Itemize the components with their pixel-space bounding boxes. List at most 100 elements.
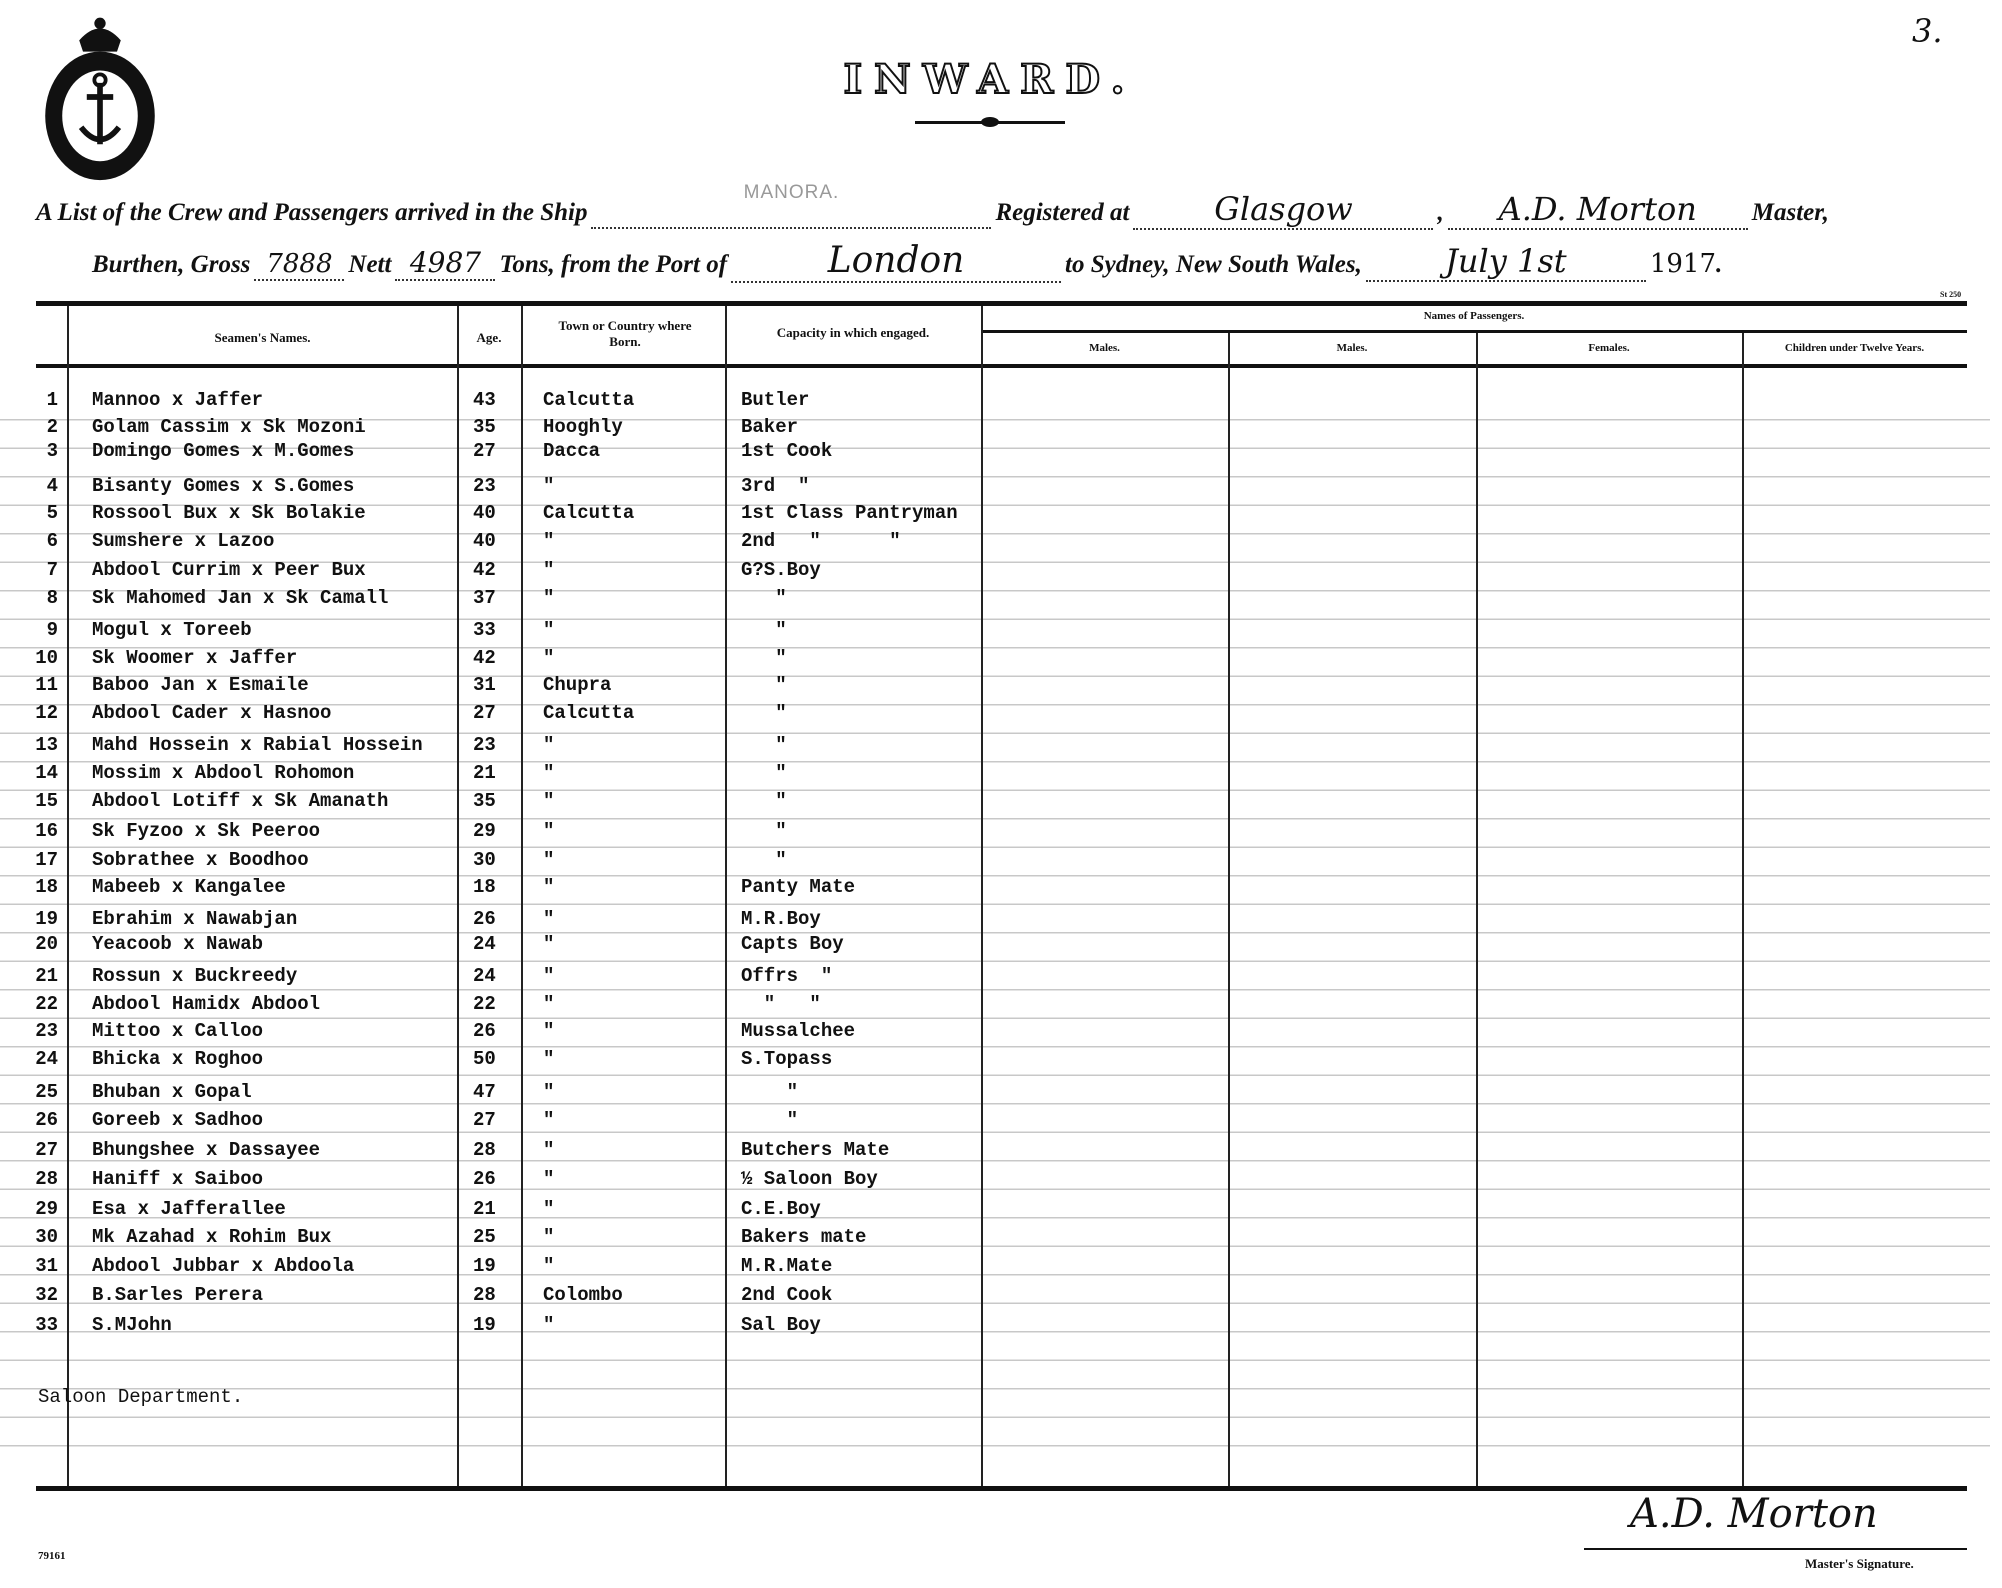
town-born: " (543, 849, 555, 871)
age: 22 (473, 993, 496, 1015)
town-born: " (543, 1168, 555, 1190)
seaman-name: Mossim x Abdool Rohomon (92, 762, 355, 784)
age: 23 (473, 734, 496, 756)
capacity: " (741, 790, 787, 812)
seaman-name: Abdool Hamidx Abdool (92, 993, 321, 1015)
capacity: 1st Cook (741, 440, 833, 462)
arrival-date-handwritten: July 1st (1445, 242, 1567, 280)
row-number: 32 (35, 1284, 58, 1306)
row-number: 15 (35, 790, 58, 812)
row-number: 18 (35, 876, 58, 898)
age: 40 (473, 530, 496, 552)
seaman-name: Sumshere x Lazoo (92, 530, 275, 552)
capacity: Panty Mate (741, 876, 856, 898)
ruled-lines (0, 392, 1990, 1472)
column-divider (1476, 333, 1478, 1486)
row-number: 24 (35, 1048, 58, 1070)
town-born: " (543, 1020, 555, 1042)
column-divider (981, 306, 983, 1486)
row-number: 20 (35, 933, 58, 955)
capacity: 3rd " (741, 475, 810, 497)
age: 26 (473, 1168, 496, 1190)
row-number: 28 (35, 1168, 58, 1190)
capacity: " (741, 762, 787, 784)
capacity: " " (741, 993, 821, 1015)
page-number: 3. (1912, 12, 1943, 50)
seaman-name: Mogul x Toreeb (92, 619, 252, 641)
capacity: 2nd " " (741, 530, 901, 552)
town-born: " (543, 933, 555, 955)
seaman-name: Rossun x Buckreedy (92, 965, 298, 987)
row-number: 1 (46, 389, 58, 411)
seaman-name: Bisanty Gomes x S.Gomes (92, 475, 355, 497)
row-number: 4 (46, 475, 58, 497)
capacity: " (741, 619, 787, 641)
town-born: " (543, 734, 555, 756)
town-born: " (543, 993, 555, 1015)
seaman-name: Sk Fyzoo x Sk Peeroo (92, 820, 321, 842)
town-born: " (543, 1226, 555, 1248)
town-born: " (543, 559, 555, 581)
column-divider (67, 306, 69, 1486)
town-born: " (543, 1081, 555, 1103)
town-born: " (543, 965, 555, 987)
registered-label: Registered at (995, 199, 1130, 226)
header-children: Children under Twelve Years. (1784, 342, 1925, 354)
column-divider (457, 306, 459, 1486)
age: 19 (473, 1314, 496, 1336)
row-number: 10 (35, 647, 58, 669)
seaman-name: Rossool Bux x Sk Bolakie (92, 502, 366, 524)
form-code: St 250 (1940, 290, 1962, 299)
town-born: " (543, 1314, 555, 1336)
seaman-name: Abdool Jubbar x Abdoola (92, 1255, 355, 1277)
capacity: Bakers mate (741, 1226, 867, 1248)
capacity: Baker (741, 416, 799, 438)
town-born: Calcutta (543, 389, 635, 411)
row-number: 21 (35, 965, 58, 987)
town-born: " (543, 1109, 555, 1131)
signature-line (1584, 1548, 1967, 1550)
arrival-year: 1917 (1649, 249, 1716, 279)
age: 47 (473, 1081, 496, 1103)
age: 50 (473, 1048, 496, 1070)
seaman-name: Bhungshee x Dassayee (92, 1139, 321, 1161)
town-born: " (543, 820, 555, 842)
row-number: 9 (46, 619, 58, 641)
row-number: 30 (35, 1226, 58, 1248)
capacity: " (741, 1109, 799, 1131)
capacity: Mussalchee (741, 1020, 856, 1042)
seaman-name: Abdool Currim x Peer Bux (92, 559, 366, 581)
town-born: " (543, 908, 555, 930)
age: 27 (473, 1109, 496, 1131)
title-ornament (915, 117, 1065, 127)
seaman-name: Sk Woomer x Jaffer (92, 647, 298, 669)
age: 21 (473, 762, 496, 784)
capacity: " (741, 587, 787, 609)
seaman-name: Mahd Hossein x Rabial Hossein (92, 734, 423, 756)
age: 21 (473, 1198, 496, 1220)
seaman-name: Yeacoob x Nawab (92, 933, 264, 955)
master-name-handwritten: A.D. Morton (1498, 190, 1697, 228)
row-number: 6 (46, 530, 58, 552)
master-label: Master, (1751, 199, 1829, 226)
row-number: 7 (46, 559, 58, 581)
row-number: 22 (35, 993, 58, 1015)
town-born: " (543, 1139, 555, 1161)
age: 26 (473, 1020, 496, 1042)
nett-tonnage-handwritten: 4987 (409, 246, 482, 279)
header-females: Females. (1588, 342, 1630, 354)
row-number: 3 (46, 440, 58, 462)
capacity: Butler (741, 389, 810, 411)
age: 26 (473, 908, 496, 930)
town-born: " (543, 790, 555, 812)
town-born: " (543, 1198, 555, 1220)
seaman-name: Mittoo x Calloo (92, 1020, 264, 1042)
column-divider (1228, 333, 1230, 1486)
seaman-name: Esa x Jafferallee (92, 1198, 286, 1220)
capacity: " (741, 702, 787, 724)
age: 27 (473, 702, 496, 724)
header-age: Age. (476, 330, 502, 345)
header-names-of-passengers: Names of Passengers. (1423, 310, 1525, 322)
capacity: Sal Boy (741, 1314, 821, 1336)
row-number: 33 (35, 1314, 58, 1336)
